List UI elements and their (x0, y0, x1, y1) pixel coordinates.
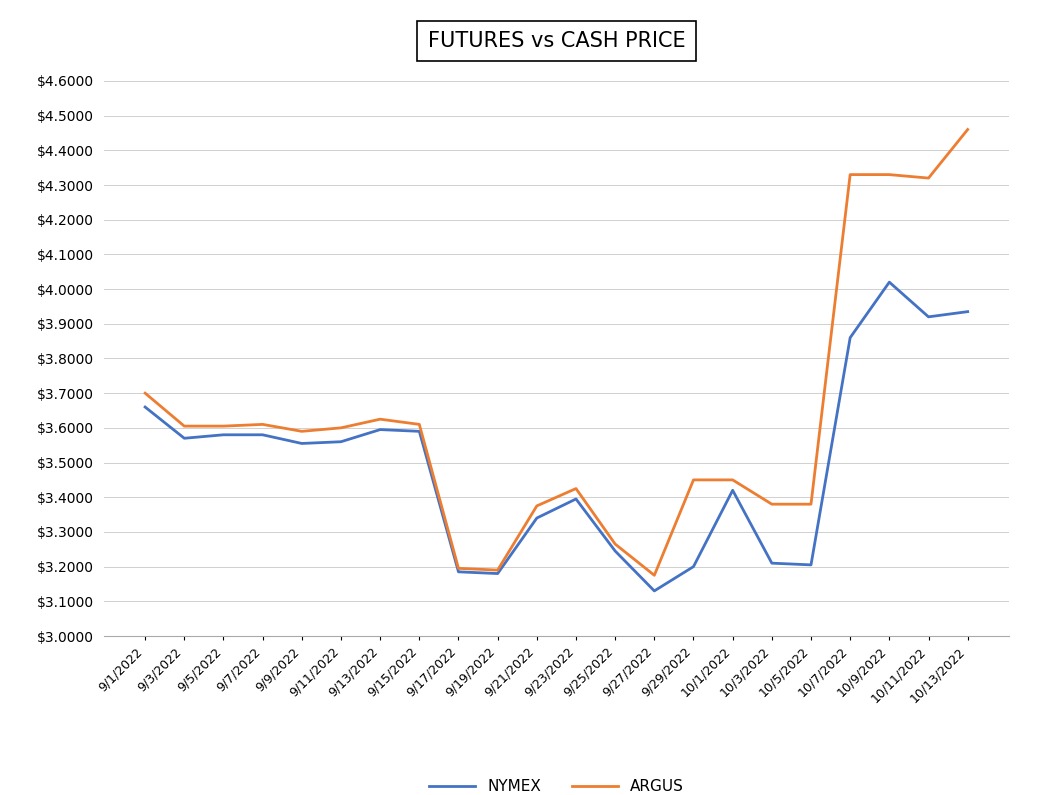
NYMEX (374, 425, 387, 434)
NYMEX (726, 486, 738, 495)
ARGUS (648, 571, 660, 580)
NYMEX (257, 430, 269, 440)
ARGUS (295, 427, 308, 436)
ARGUS (883, 170, 895, 180)
ARGUS (570, 484, 582, 494)
ARGUS (922, 173, 935, 183)
NYMEX (530, 514, 543, 523)
ARGUS (374, 414, 387, 424)
ARGUS (961, 125, 973, 134)
NYMEX (648, 586, 660, 595)
ARGUS (530, 501, 543, 510)
ARGUS (178, 421, 190, 431)
NYMEX (492, 568, 504, 578)
ARGUS (492, 565, 504, 575)
ARGUS (452, 564, 465, 573)
Legend: NYMEX, ARGUS: NYMEX, ARGUS (423, 773, 690, 795)
ARGUS (687, 475, 700, 485)
NYMEX (805, 560, 817, 570)
NYMEX (295, 439, 308, 448)
NYMEX (335, 437, 347, 447)
NYMEX (843, 333, 856, 343)
NYMEX (178, 433, 190, 443)
NYMEX (922, 312, 935, 322)
ARGUS (608, 539, 621, 549)
ARGUS (217, 421, 230, 431)
ARGUS (257, 420, 269, 429)
ARGUS (843, 170, 856, 180)
NYMEX (608, 546, 621, 556)
NYMEX (687, 562, 700, 572)
ARGUS (139, 389, 152, 398)
ARGUS (726, 475, 738, 485)
Title: FUTURES vs CASH PRICE: FUTURES vs CASH PRICE (427, 31, 685, 51)
NYMEX (413, 427, 425, 436)
ARGUS (413, 420, 425, 429)
ARGUS (335, 423, 347, 432)
NYMEX (765, 558, 778, 568)
ARGUS (765, 499, 778, 509)
NYMEX (452, 567, 465, 576)
NYMEX (883, 277, 895, 287)
Line: ARGUS: ARGUS (146, 130, 967, 576)
NYMEX (570, 494, 582, 504)
ARGUS (805, 499, 817, 509)
Line: NYMEX: NYMEX (146, 282, 967, 591)
NYMEX (217, 430, 230, 440)
NYMEX (961, 307, 973, 316)
NYMEX (139, 402, 152, 412)
